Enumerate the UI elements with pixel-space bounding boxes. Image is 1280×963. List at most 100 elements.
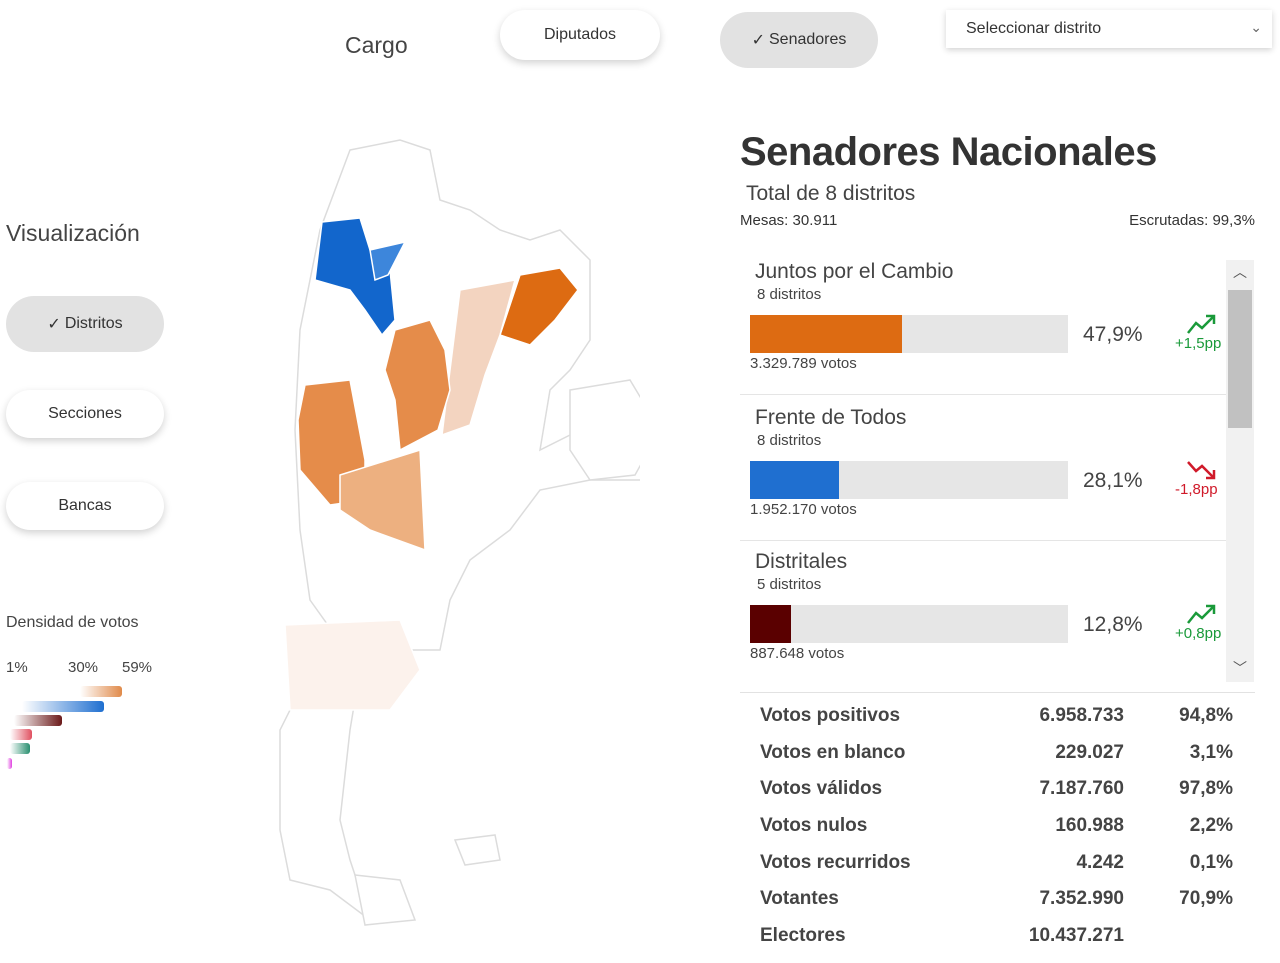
check-icon: ✓ [47, 316, 61, 333]
density-color-bar [10, 743, 30, 754]
party-row[interactable]: Juntos por el Cambio 8 distritos 3.329.7… [740, 255, 1226, 395]
map-islas-malvinas [453, 834, 501, 866]
party-trend: -1,8pp [1172, 459, 1230, 499]
party-bar-fill [750, 315, 903, 353]
party-districts: 5 distritos [757, 576, 822, 593]
totals-label: Votantes [760, 888, 839, 910]
argentina-map[interactable] [270, 130, 640, 940]
bancas-button-label: Bancas [58, 497, 112, 514]
totals-label: Votos en blanco [760, 741, 906, 763]
party-pct: 28,1% [1083, 469, 1143, 492]
density-color-bar [10, 729, 32, 740]
party-pct: 47,9% [1083, 323, 1143, 346]
party-trend: +0,8pp [1172, 603, 1230, 643]
party-bar-track [750, 461, 1068, 499]
map-tierra-del-fuego [354, 874, 417, 926]
table-row: Votos válidos 7.187.760 97,8% [760, 773, 1240, 810]
map-province-santiago [384, 319, 451, 452]
district-select-value: Seleccionar distrito [966, 20, 1102, 37]
party-pct: 12,8% [1083, 613, 1143, 636]
party-change: +0,8pp [1175, 625, 1222, 642]
secciones-button-label: Secciones [48, 405, 122, 422]
totals-pct: 0,1% [1189, 851, 1233, 873]
distritos-button[interactable]: ✓ Distritos [6, 296, 164, 352]
party-row[interactable]: Distritales 5 distritos 887.648 votos 12… [740, 545, 1226, 680]
totals-label: Votos nulos [760, 815, 868, 837]
table-row: Votantes 7.352.990 70,9% [760, 883, 1240, 920]
party-votes: 1.952.170 votos [750, 501, 857, 518]
escrutadas-pct: Escrutadas: 99,3% [1129, 212, 1255, 229]
party-votes: 3.329.789 votos [750, 355, 857, 372]
totals-label: Votos positivos [760, 705, 901, 726]
distritos-button-label: Distritos [64, 315, 123, 332]
trend-up-icon [1187, 314, 1216, 334]
totals-pct: 3,1% [1189, 741, 1233, 763]
senadores-button-label: Senadores [769, 31, 847, 48]
density-tick-mid: 30% [68, 659, 99, 676]
senadores-button[interactable]: ✓ Senadores [720, 12, 878, 68]
districts-total: Total de 8 distritos [746, 182, 916, 205]
party-change: -1,8pp [1175, 481, 1218, 498]
totals-label: Electores [760, 925, 846, 947]
map-province-chubut [284, 619, 421, 711]
totals-pct: 2,2% [1189, 815, 1233, 837]
secciones-button[interactable]: Secciones [6, 390, 164, 438]
chevron-down-icon[interactable]: ﹀ [1233, 660, 1247, 676]
density-color-bar [80, 686, 122, 697]
party-change: +1,5pp [1175, 335, 1222, 352]
check-icon: ✓ [751, 32, 765, 49]
table-row: Votos en blanco 229.027 3,1% [760, 737, 1240, 774]
party-name: Juntos por el Cambio [755, 260, 954, 283]
density-color-bar [7, 758, 12, 769]
map-province-buenos-aires [569, 379, 640, 481]
table-row: Votos recurridos 4.242 0,1% [760, 847, 1240, 884]
trend-down-icon [1187, 461, 1216, 480]
party-list-scrollbar[interactable]: ︿ ﹀ [1226, 260, 1254, 682]
totals-label: Votos recurridos [760, 851, 911, 873]
map-province-jujuy [314, 217, 396, 337]
divider [740, 692, 1255, 693]
density-tick-min: 1% [6, 659, 28, 676]
page-title: Senadores Nacionales [740, 130, 1157, 174]
bancas-button[interactable]: Bancas [6, 482, 164, 530]
diputados-button[interactable]: Diputados [500, 10, 660, 60]
visualization-title: Visualización [6, 220, 140, 246]
table-row: Electores 10.437.271 [760, 920, 1240, 957]
district-select[interactable]: Seleccionar distrito ⌄ [946, 10, 1272, 48]
party-districts: 8 distritos [757, 432, 822, 449]
totals-value: 7.187.760 [1039, 778, 1124, 800]
totals-pct: 94,8% [1179, 705, 1233, 726]
chevron-up-icon[interactable]: ︿ [1233, 264, 1247, 280]
map-province-salta [369, 240, 407, 282]
totals-value: 7.352.990 [1039, 888, 1124, 910]
chevron-down-icon: ⌄ [1250, 19, 1262, 35]
party-bar-fill [750, 605, 791, 643]
party-bar-fill [750, 461, 840, 499]
mesas-count: Mesas: 30.911 [740, 212, 838, 229]
density-title: Densidad de votos [6, 614, 139, 631]
totals-value: 6.958.733 [1039, 705, 1124, 726]
totals-pct: 70,9% [1179, 888, 1233, 910]
trend-up-icon [1187, 604, 1216, 624]
totals-value: 4.242 [1076, 851, 1124, 873]
party-row[interactable]: Frente de Todos 8 distritos 1.952.170 vo… [740, 401, 1226, 541]
totals-value: 160.988 [1055, 815, 1124, 837]
party-list[interactable]: Juntos por el Cambio 8 distritos 3.329.7… [740, 255, 1230, 680]
totals-value: 10.437.271 [1028, 925, 1124, 947]
party-name: Distritales [755, 550, 848, 573]
party-bar-track [750, 605, 1068, 643]
cargo-label: Cargo [345, 32, 408, 58]
density-color-bar [14, 715, 62, 726]
party-districts: 8 distritos [757, 286, 822, 303]
density-color-bar [22, 701, 104, 712]
table-row: Votos nulos 160.988 2,2% [760, 810, 1240, 847]
totals-value: 229.027 [1055, 741, 1124, 763]
party-name: Frente de Todos [755, 406, 907, 429]
totals-label: Votos válidos [760, 778, 883, 800]
totals-pct: 97,8% [1179, 778, 1233, 800]
density-tick-max: 59% [122, 659, 153, 676]
map-province-la-pampa [339, 448, 426, 552]
totals-table: Votos positivos 6.958.733 94,8% Votos en… [760, 700, 1240, 957]
table-row: Votos positivos 6.958.733 94,8% [760, 700, 1240, 737]
scrollbar-thumb[interactable] [1228, 290, 1252, 428]
